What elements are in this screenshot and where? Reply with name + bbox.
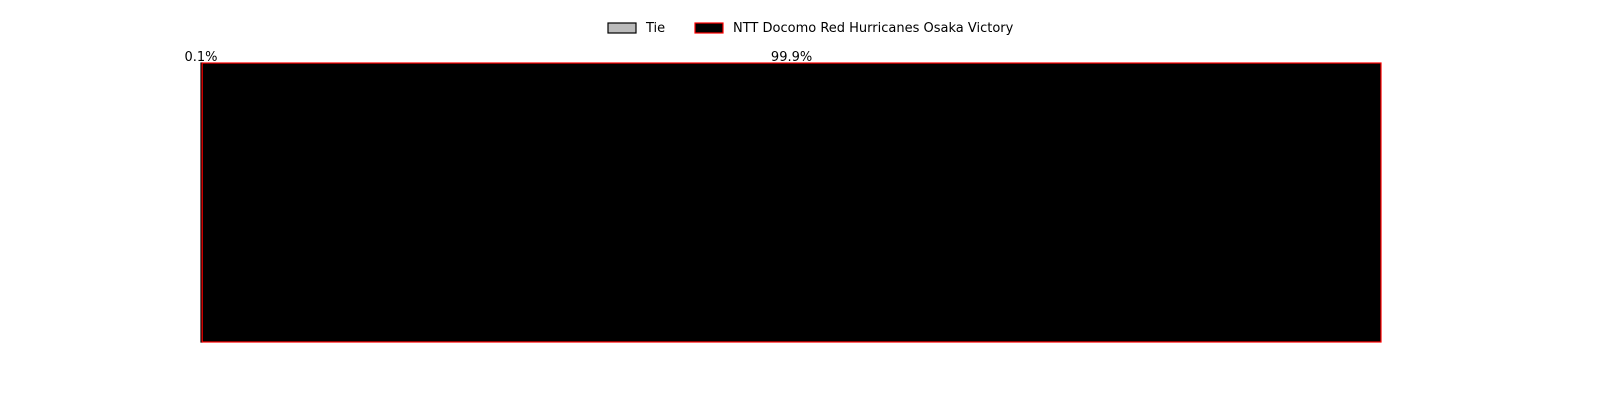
legend-label-1: NTT Docomo Red Hurricanes Osaka Victory bbox=[733, 21, 1014, 36]
data-labels: 0.1% 99.9% bbox=[184, 50, 812, 65]
legend: Tie NTT Docomo Red Hurricanes Osaka Victo… bbox=[607, 21, 1014, 36]
data-label-0: 0.1% bbox=[184, 50, 217, 65]
legend-swatch-0 bbox=[607, 22, 637, 34]
bars bbox=[200, 62, 1382, 343]
legend-label-0: Tie bbox=[645, 21, 665, 36]
legend-swatch-1 bbox=[694, 22, 724, 34]
data-label-1: 99.9% bbox=[771, 50, 812, 65]
bar-segment-1 bbox=[201, 62, 1382, 343]
